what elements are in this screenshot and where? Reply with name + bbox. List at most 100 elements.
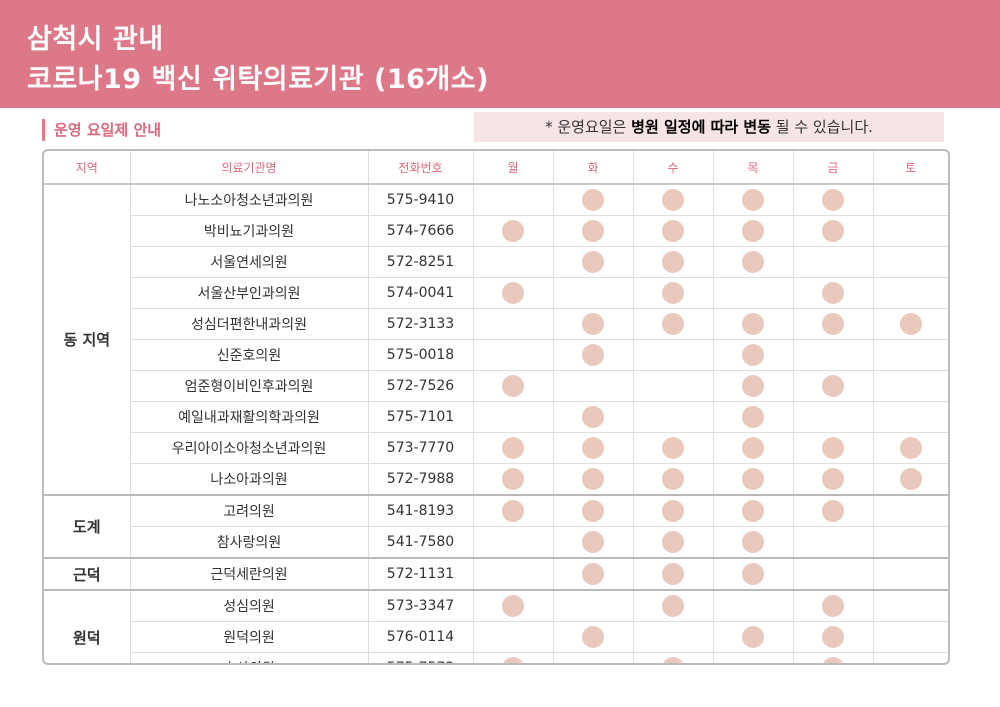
clinic-name-cell: 서울연세의원	[129, 246, 368, 278]
day-cell	[872, 621, 948, 653]
open-day-dot	[742, 375, 764, 397]
table-row: 도계 고려의원 541-8193	[44, 494, 948, 558]
open-day-dot	[822, 500, 844, 522]
open-day-dot	[822, 313, 844, 335]
clinic-name-cell: 박비뇨기과의원	[129, 215, 368, 247]
day-cell	[712, 339, 793, 371]
day-cell	[632, 215, 713, 247]
table-row: 우리아이소아청소년과의원 573-7770	[44, 432, 948, 464]
table-row: 원덕 성심의원 573-3347	[44, 589, 948, 663]
open-day-dot	[502, 375, 524, 397]
open-day-dot	[662, 500, 684, 522]
day-cell	[872, 401, 948, 433]
open-day-dot	[822, 220, 844, 242]
day-cell	[712, 184, 793, 216]
clinic-name-cell: 신준호의원	[129, 339, 368, 371]
day-cell	[792, 463, 873, 495]
day-cell	[792, 401, 873, 433]
table-row: 근덕 근덕세란의원 572-1131	[44, 557, 948, 590]
day-cell	[872, 463, 948, 495]
phone-cell: 541-8193	[367, 494, 473, 527]
open-day-dot	[502, 220, 524, 242]
day-cell	[552, 339, 633, 371]
day-cell	[632, 589, 713, 622]
open-day-dot	[662, 313, 684, 335]
day-cell	[632, 184, 713, 216]
phone-cell: 572-7526	[367, 370, 473, 402]
day-cell	[632, 494, 713, 527]
clinic-name-cell: 나노소아청소년과의원	[129, 184, 368, 216]
header-banner: 삼척시 관내 코로나19 백신 위탁의료기관 (16개소)	[0, 0, 1000, 108]
day-cell	[872, 277, 948, 309]
open-day-dot	[502, 500, 524, 522]
clinic-name-cell: 호산의원	[129, 652, 368, 663]
day-cell	[712, 308, 793, 340]
clinic-name-cell: 성심의원	[129, 589, 368, 622]
day-cell	[712, 589, 793, 622]
day-cell	[872, 432, 948, 464]
note-prefix: * 운영요일은	[545, 118, 632, 136]
day-cell	[472, 246, 553, 278]
day-cell	[632, 308, 713, 340]
clinic-name-cell: 원덕의원	[129, 621, 368, 653]
day-cell	[552, 652, 633, 663]
phone-cell: 572-1131	[367, 557, 473, 590]
note-bold: 병원 일정에 따라 변동	[631, 118, 772, 136]
day-cell	[472, 589, 553, 622]
table-header-row: 지역 의료기관명 전화번호 월 화 수 목 금 토	[44, 151, 948, 185]
day-cell	[712, 277, 793, 309]
open-day-dot	[742, 251, 764, 273]
day-cell	[872, 589, 948, 622]
table-row: 예일내과재활의학과의원 575-7101	[44, 401, 948, 433]
open-day-dot	[742, 220, 764, 242]
day-cell	[712, 246, 793, 278]
day-cell	[792, 621, 873, 653]
day-cell	[552, 401, 633, 433]
open-day-dot	[582, 531, 604, 553]
day-cell	[792, 652, 873, 663]
col-header-sat: 토	[872, 151, 948, 185]
open-day-dot	[582, 251, 604, 273]
table-row: 서울산부인과의원 574-0041	[44, 277, 948, 309]
phone-cell: 573-7770	[367, 432, 473, 464]
phone-cell: 576-0114	[367, 621, 473, 653]
day-cell	[872, 526, 948, 558]
clinic-name-cell: 근덕세란의원	[129, 557, 368, 590]
schedule-note: * 운영요일은 병원 일정에 따라 변동 될 수 있습니다.	[474, 112, 944, 142]
phone-cell: 541-7580	[367, 526, 473, 558]
open-day-dot	[662, 251, 684, 273]
open-day-dot	[582, 563, 604, 585]
day-cell	[552, 621, 633, 653]
day-cell	[872, 184, 948, 216]
col-header-name: 의료기관명	[129, 151, 368, 185]
day-cell	[872, 557, 948, 590]
col-header-phone: 전화번호	[367, 151, 473, 185]
region-cell: 도계	[44, 494, 130, 558]
day-cell	[712, 215, 793, 247]
day-cell	[792, 215, 873, 247]
day-cell	[792, 432, 873, 464]
col-header-thu: 목	[712, 151, 793, 185]
day-cell	[472, 184, 553, 216]
day-cell	[552, 215, 633, 247]
day-cell	[632, 652, 713, 663]
clinic-name-cell: 고려의원	[129, 494, 368, 527]
day-cell	[632, 339, 713, 371]
open-day-dot	[742, 500, 764, 522]
day-cell	[712, 401, 793, 433]
day-cell	[552, 184, 633, 216]
table-row: 신준호의원 575-0018	[44, 339, 948, 371]
open-day-dot	[662, 189, 684, 211]
day-cell	[792, 277, 873, 309]
table-row: 서울연세의원 572-8251	[44, 246, 948, 278]
day-cell	[632, 432, 713, 464]
phone-cell: 575-7573	[367, 652, 473, 663]
open-day-dot	[742, 406, 764, 428]
clinic-name-cell: 나소아과의원	[129, 463, 368, 495]
phone-cell: 575-9410	[367, 184, 473, 216]
open-day-dot	[502, 595, 524, 617]
section-label: 운영 요일제 안내	[42, 119, 161, 141]
table-row: 동 지역 나노소아청소년과의원 575-9410	[44, 184, 948, 349]
day-cell	[632, 621, 713, 653]
day-cell	[712, 432, 793, 464]
